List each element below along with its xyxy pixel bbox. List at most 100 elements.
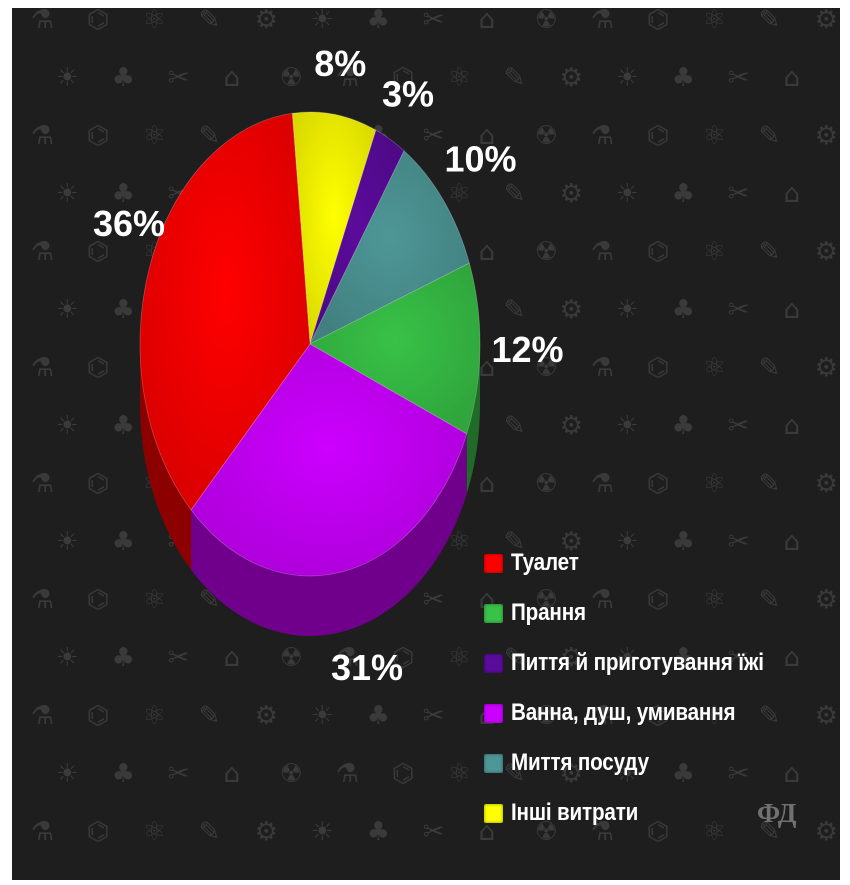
background-doodle: ⚛ [448, 759, 471, 789]
background-doodle: ⚛ [448, 63, 471, 93]
background-doodle: ⌂ [784, 63, 801, 93]
background-doodle: ⌬ [87, 121, 110, 151]
background-doodle: ✂ [423, 817, 445, 847]
background-doodle: ⌂ [224, 63, 241, 93]
background-doodle: ♣ [672, 63, 695, 93]
background-doodle: ♣ [367, 8, 390, 35]
background-doodle: ⚛ [448, 527, 471, 557]
background-doodle: ⚙ [815, 817, 838, 847]
legend-swatch [484, 603, 503, 623]
legend-item: Прання [484, 588, 805, 638]
background-doodle: ⚛ [703, 701, 726, 731]
pie-slice [309, 129, 405, 345]
background-doodle: ⚙ [815, 585, 838, 615]
background-doodle: ⚛ [703, 353, 726, 383]
background-doodle: ✂ [423, 8, 445, 35]
background-doodle: ⚙ [815, 8, 838, 35]
background-doodle: ♣ [367, 817, 390, 847]
background-doodle: ✂ [423, 701, 445, 731]
background-doodle: ⚛ [703, 237, 726, 267]
background-doodle: ⌂ [479, 8, 496, 35]
background-doodle: ⚙ [815, 469, 838, 499]
background-doodle: ⚗ [31, 817, 54, 847]
pie-slice [190, 343, 468, 577]
background-doodle: ☢ [535, 817, 558, 847]
background-doodle: ⚗ [591, 353, 614, 383]
background-doodle: ⚛ [448, 179, 471, 209]
pie-slice [309, 262, 481, 435]
background-doodle: ✂ [728, 179, 750, 209]
background-doodle: ⚙ [560, 179, 583, 209]
background-doodle: ⚛ [703, 8, 726, 35]
background-doodle: ⌂ [479, 469, 496, 499]
background-doodle: ⚗ [591, 121, 614, 151]
background-doodle: ⌂ [479, 121, 496, 151]
background-doodle: ☀ [616, 527, 639, 557]
background-doodle: ⚛ [143, 817, 166, 847]
background-doodle: ⚗ [336, 63, 359, 93]
background-doodle: ☀ [56, 643, 79, 673]
watermark-logo: ФД [757, 798, 797, 828]
legend-label: Прання [511, 599, 586, 626]
background-doodle: ♣ [672, 759, 695, 789]
background-doodle: ⌂ [479, 817, 496, 847]
background-doodle: ⚗ [336, 759, 359, 789]
background-doodle: ♣ [112, 63, 135, 93]
legend-swatch [484, 653, 503, 673]
background-doodle: ♣ [112, 295, 135, 325]
background-doodle: ✎ [504, 179, 526, 209]
legend-item: Інші витрати [484, 788, 805, 838]
background-doodle: ⌬ [647, 585, 670, 615]
background-doodle: ♣ [112, 179, 135, 209]
background-doodle: ⚗ [31, 353, 54, 383]
background-doodle: ⌬ [392, 643, 415, 673]
background-doodle: ♣ [112, 411, 135, 441]
background-doodle: ✂ [728, 643, 750, 673]
chart-frame: ⚗ ⌬ ⚛ ✎ ⚙ ☀ ♣ ✂ ⌂ ☢ ⚗ ⌬ ⚛ ✎ ⚙ ☀ ♣ ✂ ⌂ ☢ ⚗ ⌬ ⚛ ✎ ⚙ ☀ ♣ ✂ ⌂ ☢ ⚗ ⌬ ⚛ ✎ ⚙ ☀ ♣ ✂ ⌂ ☢… [12, 8, 840, 880]
background-doodle: ⌬ [647, 817, 670, 847]
background-doodle: ✎ [504, 295, 526, 325]
background-doodle: ✎ [759, 121, 781, 151]
background-doodle: ♣ [112, 759, 135, 789]
legend: Туалет Прання Пиття й приготування їжі В… [484, 538, 805, 838]
background-doodle: ⚗ [591, 701, 614, 731]
background-doodle: ⌬ [87, 701, 110, 731]
background-doodle: ⌂ [479, 237, 496, 267]
background-doodle: ✂ [423, 121, 445, 151]
pie-side-wall [140, 344, 192, 570]
pie-slice [139, 112, 311, 511]
background-doodle: ⚗ [591, 469, 614, 499]
background-doodle: ⚛ [143, 8, 166, 35]
background-doodle: ✂ [728, 527, 750, 557]
background-doodle: ⌬ [87, 353, 110, 383]
background-doodle: ⌂ [784, 759, 801, 789]
background-doodle: ⌂ [224, 759, 241, 789]
legend-label: Миття посуду [511, 749, 649, 776]
background-doodle: ⚙ [255, 8, 278, 35]
background-doodle: ☢ [280, 643, 303, 673]
background-doodle: ✂ [728, 295, 750, 325]
background-doodle: ☀ [56, 527, 79, 557]
background-doodle: ✎ [759, 701, 781, 731]
background-doodle: ♣ [672, 527, 695, 557]
background-doodle: ⌬ [647, 237, 670, 267]
background-doodle: ✎ [759, 817, 781, 847]
background-doodle: ⚛ [703, 469, 726, 499]
background-doodle: ⚗ [31, 237, 54, 267]
background-doodle: ⚗ [591, 817, 614, 847]
background-doodle: ⚙ [560, 527, 583, 557]
legend-label: Туалет [511, 549, 579, 576]
background-doodle: ☢ [535, 8, 558, 35]
legend-item: Туалет [484, 538, 805, 588]
background-doodle: ☀ [616, 411, 639, 441]
background-doodle: ✎ [759, 353, 781, 383]
background-doodle: ⌂ [784, 295, 801, 325]
background-doodle: ⚗ [591, 585, 614, 615]
background-doodle: ☀ [311, 701, 334, 731]
legend-item: Пиття й приготування їжі [484, 638, 805, 688]
background-doodle: ⚙ [815, 701, 838, 731]
background-doodle: ⚛ [703, 121, 726, 151]
background-doodle: ⌂ [784, 411, 801, 441]
pie-slice [291, 111, 377, 345]
background-doodle: ✂ [168, 643, 190, 673]
